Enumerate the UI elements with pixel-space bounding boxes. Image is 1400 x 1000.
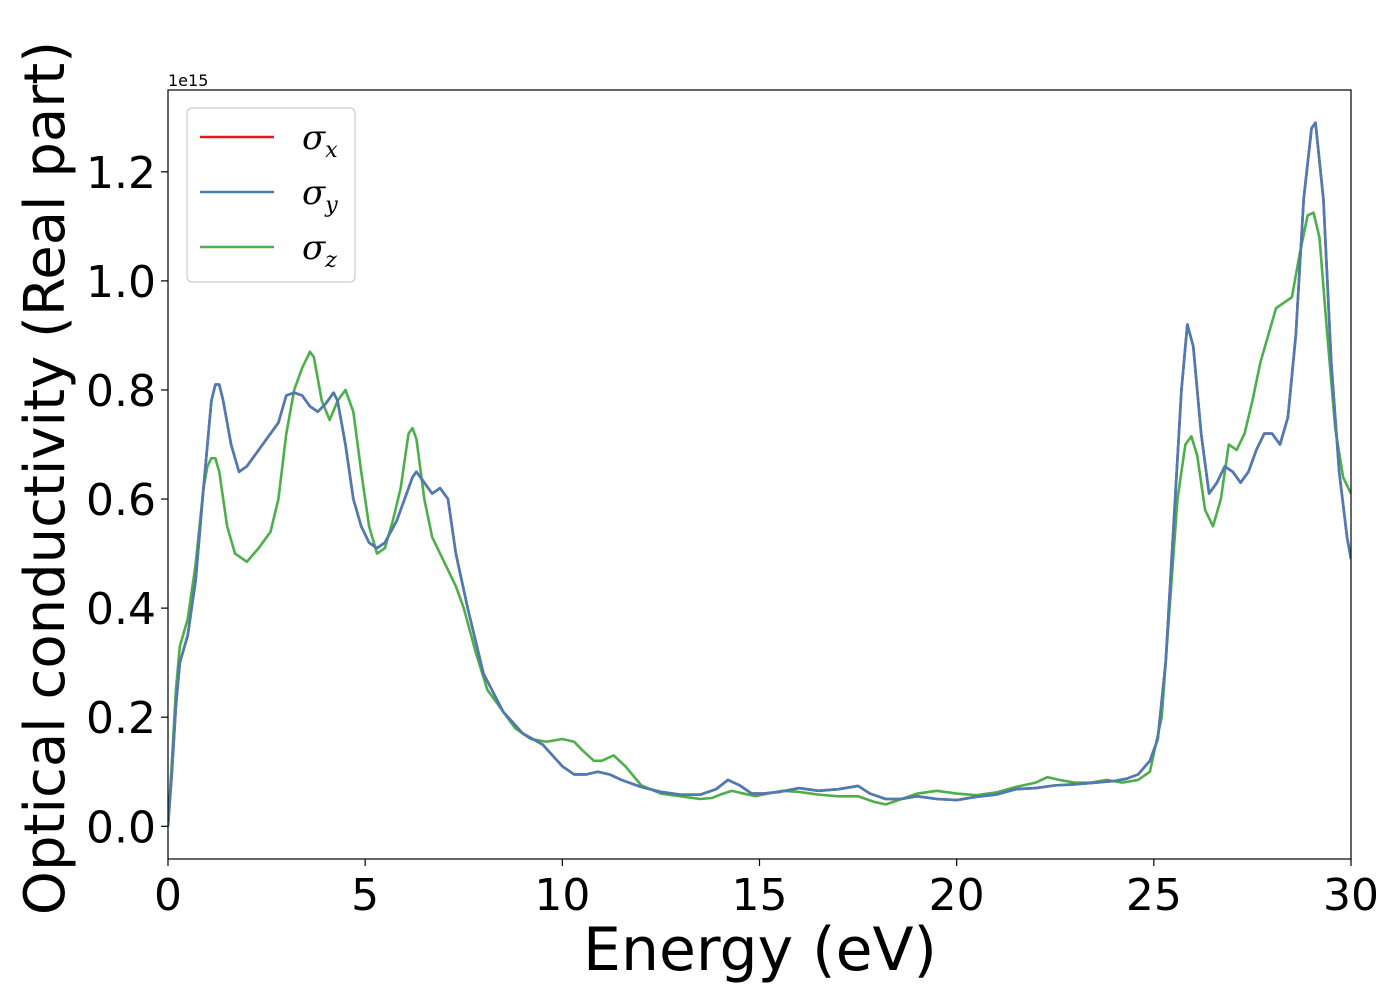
x-tick-label: 0 <box>154 870 182 921</box>
x-tick-label: 5 <box>351 870 379 921</box>
y-tick-label: 1.2 <box>86 148 156 199</box>
plot-area <box>168 121 1351 827</box>
y-tick-label: 0.6 <box>86 475 156 526</box>
x-axis-label: Energy (eV) <box>583 915 937 985</box>
y-tick-label: 0.8 <box>86 366 156 417</box>
y-tick-label: 0.4 <box>86 584 156 635</box>
x-tick-label: 30 <box>1323 870 1379 921</box>
y-tick-label: 0.0 <box>86 802 156 853</box>
x-tick-label: 15 <box>732 870 788 921</box>
y-axis-label: Optical conductivity (Real part) <box>13 41 78 915</box>
series-line-z <box>168 211 1351 827</box>
legend-box <box>186 107 356 283</box>
x-tick-label: 25 <box>1126 870 1182 921</box>
x-tick-label: 10 <box>534 870 590 921</box>
x-tick-label: 20 <box>929 870 985 921</box>
axes: 0 5 10 15 20 25 30 0.0 0.2 0.4 0.6 0.8 1.0 1.2 <box>86 89 1379 921</box>
series-line-y <box>168 121 1351 827</box>
y-tick-label: 1.0 <box>86 257 156 308</box>
y-tick-label: 0.2 <box>86 693 156 744</box>
y-offset-label: 1e15 <box>168 71 208 90</box>
